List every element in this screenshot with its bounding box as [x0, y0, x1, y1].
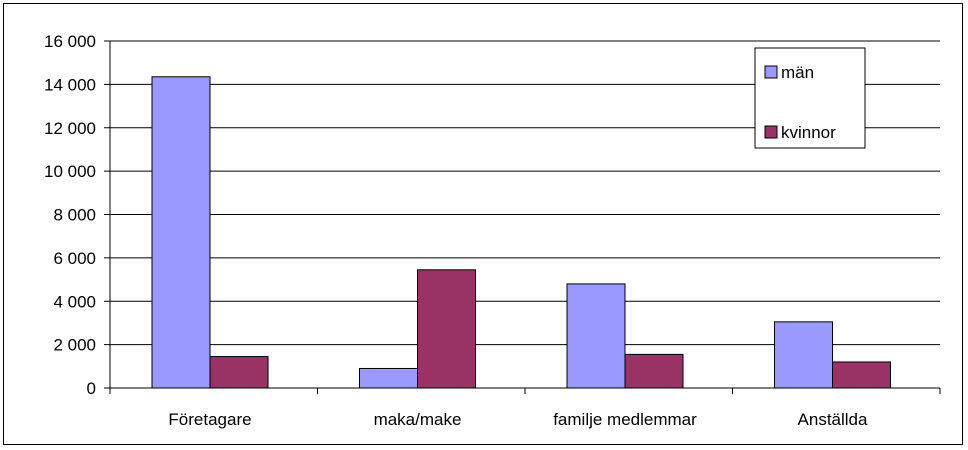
y-tick-label: 6 000: [53, 249, 96, 268]
x-axis: Företagare maka/make familje medlemmar Anst…: [109, 387, 941, 429]
bars: [151, 76, 891, 389]
x-category-label: familje medlemmar: [553, 410, 697, 429]
y-tick-label: 2 000: [53, 336, 96, 355]
legend-label: kvinnor: [781, 123, 836, 142]
bar-man-0: [151, 76, 211, 389]
y-tick-label: 8 000: [53, 206, 96, 225]
bar-man-3: [774, 321, 833, 389]
x-category-label: maka/make: [374, 410, 462, 429]
x-category-label: Anställda: [798, 410, 868, 429]
legend-label: män: [781, 63, 814, 82]
bar-man-1: [359, 367, 418, 389]
legend-swatch: [764, 125, 778, 139]
y-tick-label: 14 000: [44, 75, 96, 94]
bar-kvinnor-3: [832, 361, 891, 389]
x-category-label: Företagare: [168, 410, 251, 429]
y-tick-label: 16 000: [44, 32, 96, 51]
y-tick-label: 10 000: [44, 162, 96, 181]
legend: män kvinnor: [754, 47, 866, 149]
y-tick-label: 4 000: [53, 292, 96, 311]
y-tick-label: 0: [87, 379, 96, 398]
bar-kvinnor-2: [624, 353, 684, 389]
y-tick-label: 12 000: [44, 119, 96, 138]
bar-man-2: [566, 283, 626, 389]
bar-kvinnor-1: [417, 269, 476, 389]
legend-swatch: [764, 65, 778, 79]
bar-kvinnor-0: [209, 356, 269, 389]
y-axis: 0 2 000 4 000 6 000 8 000 10 000 12 000 14 000 1…: [44, 32, 111, 398]
